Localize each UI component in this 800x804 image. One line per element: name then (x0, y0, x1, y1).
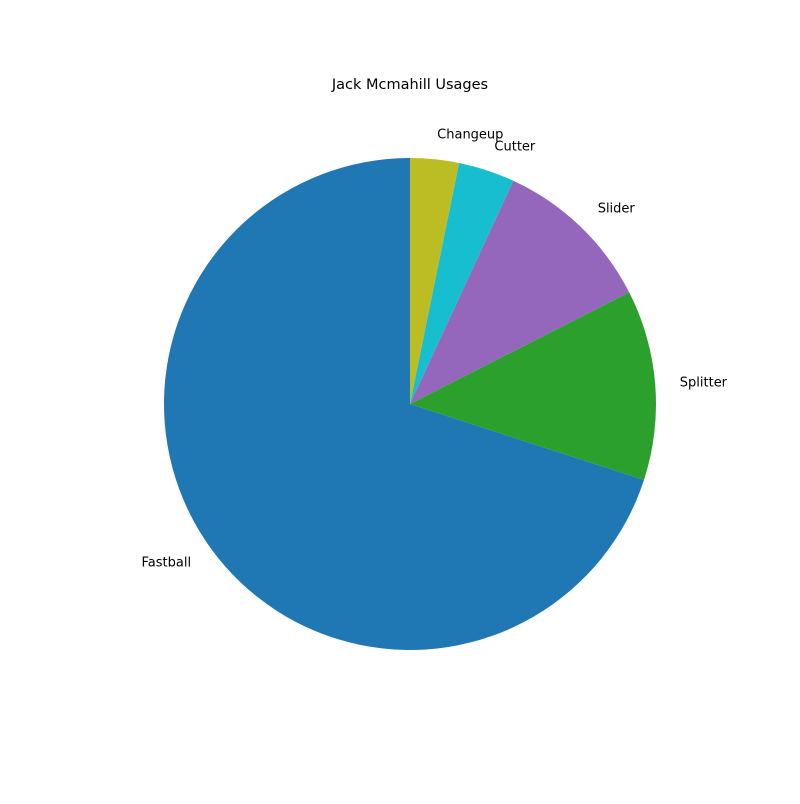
pie-label-splitter: Splitter (680, 375, 728, 390)
pie-label-fastball: Fastball (142, 556, 192, 571)
pie-label-cutter: Cutter (494, 139, 536, 154)
pie-slice-fastball (164, 158, 644, 650)
pie-slice-cutter (410, 162, 514, 404)
pie-label-changeup: Changeup (437, 127, 503, 142)
pie-slices (164, 158, 657, 650)
pie-slice-changeup (410, 158, 460, 404)
pie-slice-slider (410, 180, 630, 404)
pie-label-slider: Slider (598, 202, 636, 217)
pie-slice-splitter (410, 292, 657, 481)
chart-title: Jack Mcmahill Usages (331, 77, 488, 93)
